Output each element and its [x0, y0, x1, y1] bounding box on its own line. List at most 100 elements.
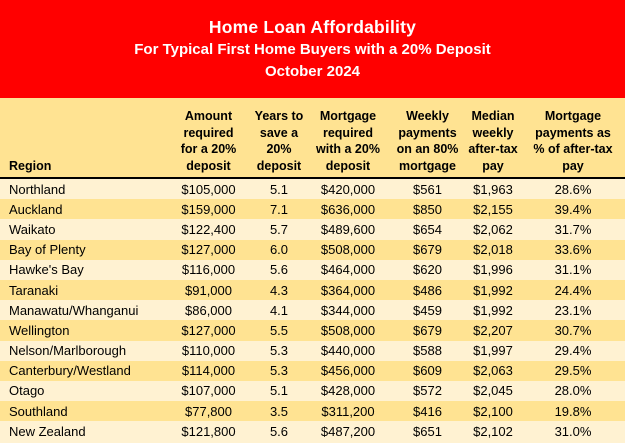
table-row-new-zealand: New Zealand $121,800 5.6 $487,200 $651 $2,102… — [0, 421, 625, 442]
value-cell: 5.3 — [269, 343, 289, 359]
value-cell: 29.5% — [554, 363, 592, 379]
value-cell: $127,000 — [181, 322, 236, 338]
value-cell: 31.0% — [554, 423, 592, 439]
value-cell: $1,992 — [473, 282, 513, 298]
value-cell: 4.3 — [269, 282, 289, 298]
value-cell: 5.3 — [269, 363, 289, 379]
value-cell: 5.1 — [269, 383, 289, 399]
value-cell: 30.7% — [554, 322, 592, 338]
value-cell: 6.0 — [269, 242, 289, 258]
table-row-taranaki: Taranaki $91,000 4.3 $364,000 $486 $1,992 24.4… — [0, 279, 625, 301]
region-cell: Bay of Plenty — [9, 242, 86, 258]
value-cell: $508,000 — [320, 322, 376, 338]
value-cell: $654 — [413, 221, 442, 237]
table-row-nelson-marlborough: Nelson/Marlborough $110,000 5.3 $440,000 $58… — [0, 340, 625, 361]
value-cell: $110,000 — [181, 343, 236, 359]
table-row-hawke-s-bay: Hawke's Bay $116,000 5.6 $464,000 $620 $1,996… — [0, 259, 625, 280]
value-cell: $91,000 — [185, 282, 232, 298]
value-cell: $1,963 — [473, 181, 513, 197]
value-cell: 31.7% — [554, 221, 592, 237]
value-cell: 3.5 — [269, 403, 289, 419]
value-cell: 33.6% — [554, 242, 592, 258]
value-cell: $487,200 — [320, 423, 376, 439]
table-row-manawatu-whanganui: Manawatu/Whanganui $86,000 4.1 $344,000 $459… — [0, 300, 625, 321]
value-cell: $464,000 — [320, 262, 376, 278]
table-header-row: Region Amount required for a 20% deposit Year… — [0, 98, 625, 179]
value-cell: $459 — [413, 302, 442, 318]
table-row-waikato: Waikato $122,400 5.7 $489,600 $654 $2,062 31.7… — [0, 219, 625, 240]
value-cell: $2,100 — [473, 403, 513, 419]
value-cell: $2,155 — [473, 201, 513, 217]
region-cell: Wellington — [9, 322, 70, 338]
value-cell: $86,000 — [185, 302, 232, 318]
value-cell: $2,102 — [473, 423, 513, 439]
value-cell: $2,062 — [473, 221, 513, 237]
table-row-northland: Northland $105,000 5.1 $420,000 $561 $1,963 28… — [0, 178, 625, 200]
value-cell: $122,400 — [181, 221, 236, 237]
value-cell: 23.1% — [554, 302, 592, 318]
col-header-amount-required-for-a-20-deposit: Amount required for a 20% deposit — [165, 98, 252, 179]
col-header-years-to-save-a-20-deposit: Years to save a 20% deposit — [252, 98, 306, 179]
value-cell: $311,200 — [321, 403, 375, 419]
region-cell: Canterbury/Westland — [9, 363, 131, 379]
value-cell: $2,063 — [473, 363, 513, 379]
report-subtitle: For Typical First Home Buyers with a 20%… — [134, 41, 491, 58]
region-cell: Nelson/Marlborough — [9, 343, 127, 359]
value-cell: $489,600 — [320, 221, 376, 237]
affordability-table: Region Amount required for a 20% deposit Year… — [0, 98, 625, 442]
value-cell: $609 — [413, 363, 442, 379]
value-cell: $416 — [413, 403, 442, 419]
value-cell: $420,000 — [320, 181, 376, 197]
region-cell: Manawatu/Whanganui — [9, 302, 139, 318]
value-cell: $456,000 — [320, 363, 376, 379]
table-row-canterbury-westland: Canterbury/Westland $114,000 5.3 $456,000 $6… — [0, 360, 625, 381]
value-cell: 28.6% — [554, 181, 592, 197]
region-cell: Otago — [9, 383, 45, 399]
value-cell: 28.0% — [554, 383, 592, 399]
value-cell: 5.5 — [269, 322, 289, 338]
table-row-otago: Otago $107,000 5.1 $428,000 $572 $2,045 28.0% — [0, 380, 625, 402]
value-cell: $679 — [413, 322, 442, 338]
value-cell: $364,000 — [320, 282, 376, 298]
value-cell: $127,000 — [181, 242, 236, 258]
value-cell: $636,000 — [320, 201, 376, 217]
region-cell: Southland — [9, 403, 68, 419]
value-cell: $159,000 — [181, 201, 236, 217]
value-cell: $588 — [413, 343, 442, 359]
value-cell: 5.7 — [269, 221, 289, 237]
value-cell: $105,000 — [181, 181, 236, 197]
value-cell: $2,207 — [473, 322, 513, 338]
value-cell: 5.1 — [269, 181, 289, 197]
col-header-region: Region — [0, 98, 165, 179]
value-cell: 7.1 — [269, 201, 289, 217]
value-cell: 19.8% — [554, 403, 592, 419]
value-cell: $651 — [413, 423, 442, 439]
region-cell: Hawke's Bay — [9, 262, 84, 278]
value-cell: $121,800 — [181, 423, 236, 439]
value-cell: $114,000 — [181, 363, 236, 379]
value-cell: $572 — [413, 383, 442, 399]
value-cell: $77,800 — [185, 403, 232, 419]
table-header: Region Amount required for a 20% deposit Year… — [0, 98, 625, 179]
value-cell: 4.1 — [269, 302, 289, 318]
value-cell: $1,996 — [473, 262, 513, 278]
report-date: October 2024 — [264, 63, 361, 80]
region-cell: Taranaki — [9, 282, 59, 298]
value-cell: $1,997 — [473, 343, 513, 359]
value-cell: $850 — [413, 201, 442, 217]
value-cell: $486 — [413, 282, 442, 298]
col-header-mortgage-required-with-a-20-deposit: Mortgage required with a 20% deposit — [306, 98, 390, 179]
table-body: Northland $105,000 5.1 $420,000 $561 $1,963 28… — [0, 178, 625, 442]
table-row-auckland: Auckland $159,000 7.1 $636,000 $850 $2,155 39.… — [0, 199, 625, 220]
col-header-mortgage-payments-as-of-after-tax-pay: Mortgage payments as% of after-tax pay — [521, 98, 625, 179]
value-cell: $440,000 — [320, 343, 376, 359]
table-row-wellington: Wellington $127,000 5.5 $508,000 $679 $2,207 3… — [0, 320, 625, 341]
region-cell: New Zealand — [9, 423, 86, 439]
value-cell: $107,000 — [181, 383, 236, 399]
value-cell: $679 — [413, 242, 442, 258]
value-cell: $2,018 — [473, 242, 513, 258]
value-cell: 39.4% — [554, 201, 592, 217]
table-row-southland: Southland $77,800 3.5 $311,200 $416 $2,100 19.… — [0, 401, 625, 422]
value-cell: 5.6 — [269, 262, 289, 278]
region-cell: Northland — [9, 181, 66, 197]
